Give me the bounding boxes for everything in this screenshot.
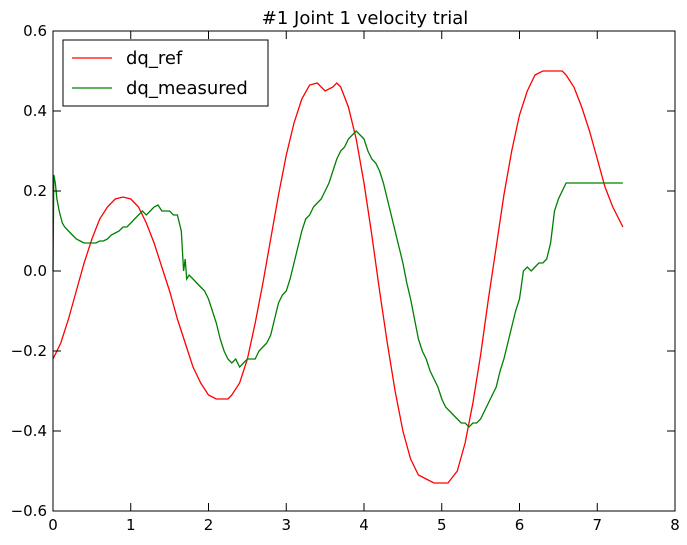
legend-label-dq_measured: dq_measured — [126, 78, 248, 99]
legend-label-dq_ref: dq_ref — [126, 48, 183, 69]
x-tick-label: 1 — [126, 516, 136, 534]
x-tick-label: 7 — [592, 516, 602, 534]
tick-labels: 0 1 2 3 4 5 6 7 8 −0.6 −0.4 −0.2 0.0 0.2 0.4 0.6 — [11, 22, 680, 534]
legend: dq_ref dq_measured — [62, 39, 269, 107]
x-tick-label: 0 — [48, 516, 58, 534]
x-tick-label: 3 — [281, 516, 291, 534]
y-tick-label: 0.6 — [23, 22, 47, 40]
y-tick-label: 0.4 — [23, 102, 47, 120]
x-tick-label: 8 — [670, 516, 680, 534]
ticks — [52, 30, 676, 512]
plot-lines — [52, 70, 624, 484]
chart-title: #1 Joint 1 velocity trial — [262, 8, 469, 29]
y-tick-label: 0.2 — [23, 182, 47, 200]
y-tick-label: 0.0 — [23, 262, 47, 280]
x-tick-label: 6 — [515, 516, 525, 534]
series-line-dq_measured — [52, 130, 623, 428]
x-tick-label: 4 — [359, 516, 369, 534]
series-line-dq_ref — [52, 70, 624, 484]
y-tick-label: −0.4 — [11, 422, 47, 440]
x-tick-label: 5 — [437, 516, 447, 534]
y-tick-label: −0.2 — [11, 342, 47, 360]
y-tick-label: −0.6 — [11, 502, 47, 520]
x-tick-label: 2 — [204, 516, 214, 534]
legend-box — [62, 39, 269, 107]
